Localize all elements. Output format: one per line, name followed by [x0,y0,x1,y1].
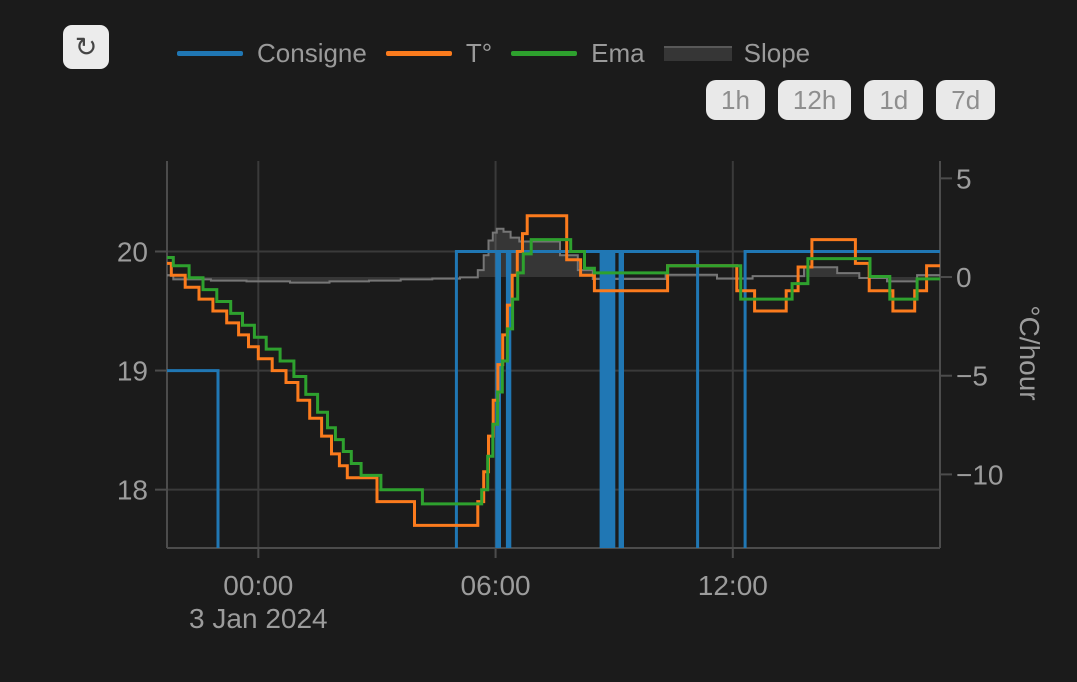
x-tick-label: 06:00 [461,570,531,601]
consigne-line-swatch [177,50,243,56]
legend-label-consigne: Consigne [257,37,367,68]
range-button-7d[interactable]: 7d [936,80,996,120]
range-button-12h[interactable]: 12h [777,80,852,120]
y-right-tick-label: 0 [956,262,972,293]
range-button-1d[interactable]: 1d [864,80,924,120]
legend-item-consigne[interactable]: Consigne [177,38,367,69]
legend-item-ema[interactable]: Ema [511,37,645,69]
slope-band-swatch [663,45,732,61]
range-buttons: 1h 12h 1d 7d [706,80,996,120]
x-axis-date-label: 3 Jan 2024 [189,603,328,634]
y-right-tick-label: 5 [956,163,972,194]
series-ema [167,238,940,506]
gridlines [167,161,940,548]
range-button-1h[interactable]: 1h [706,80,765,120]
series-slope [167,227,940,284]
y-left-tick-label: 20 [117,236,148,267]
axis-labels: 20 19 18 5 0 −5 −10 00:00 06:00 12:00 3 Jan 2024 °C… [117,163,1045,634]
refresh-button[interactable]: ↻ [63,25,109,69]
x-tick-label: 12:00 [698,570,768,601]
y-right-tick-label: −5 [956,361,988,392]
y-right-tick-label: −10 [956,459,1004,490]
refresh-icon: ↻ [74,31,98,63]
ema-line-swatch [511,50,578,56]
y-left-tick-label: 18 [117,475,148,506]
y-right-axis-title: °C/hour [1014,305,1045,400]
legend-item-slope[interactable]: Slope [663,37,811,69]
legend: Consigne T° Ema Slope [177,38,829,68]
legend-label-slope: Slope [743,37,811,68]
y-left-tick-label: 19 [117,356,148,387]
axes [155,161,952,558]
legend-item-temperature[interactable]: T° [385,37,493,69]
legend-label-temperature: T° [465,37,493,68]
x-tick-label: 00:00 [223,570,293,601]
temperature-line-swatch [385,50,452,56]
legend-label-ema: Ema [591,37,645,68]
